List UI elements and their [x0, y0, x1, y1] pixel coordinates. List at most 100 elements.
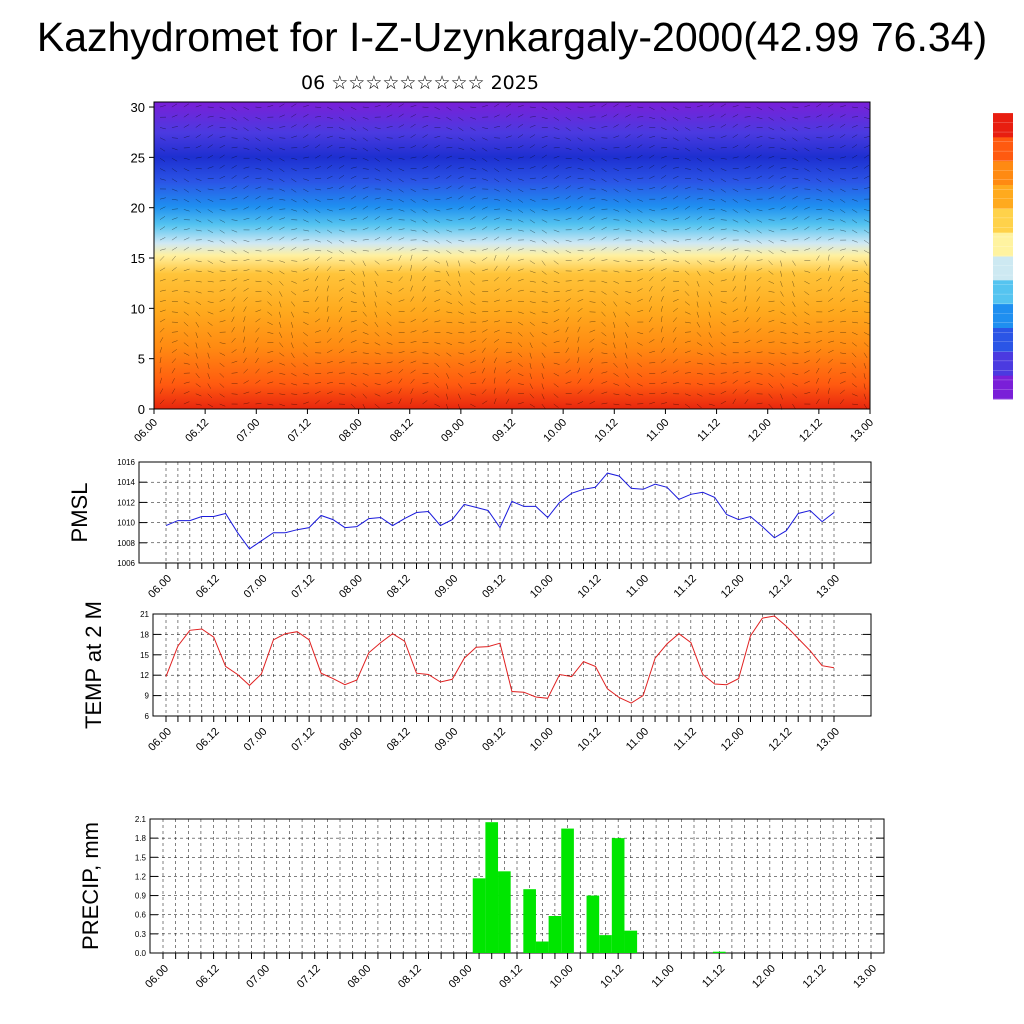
heatmap-xtick-label: 10.00: [541, 417, 569, 445]
pmsl-xtick-label: 11.12: [672, 573, 699, 600]
precip-xtick-label: 08.12: [396, 963, 424, 991]
precip-xtick-label: 11.12: [700, 963, 727, 990]
colorbar-segment: [993, 113, 1013, 138]
temp-ytick-label: 21: [140, 610, 149, 619]
pmsl-xtick-label: 10.00: [528, 573, 556, 601]
temp-xtick-label: 13.00: [814, 726, 842, 754]
pmsl-series-line: [165, 472, 835, 550]
precip-ytick-label: 0.6: [135, 911, 147, 920]
colorbar-segment: [993, 327, 1013, 352]
precip-ylabel: PRECIP, mm: [78, 822, 103, 950]
precip-xtick-label: 11.00: [649, 963, 676, 990]
temp-xtick-label: 08.12: [385, 726, 413, 754]
precip-panel: 0.0 0.3 0.6 0.9 1.2 1.5 1.8 2.1 06.00 06.12 07.00 0…: [78, 815, 885, 991]
heatmap-ytick-label: 15: [131, 251, 145, 266]
colorbar-segment: [993, 256, 1013, 281]
chart-subtitle: 06 ☆☆☆☆☆☆☆☆☆ 2025: [301, 72, 539, 94]
heatmap-xtick-label: 07.00: [234, 417, 262, 445]
heatmap-xtick-label: 08.00: [337, 417, 365, 445]
colorbar-segment: [993, 303, 1013, 328]
precip-xtick-label: 06.00: [143, 963, 171, 991]
heatmap-xtick-label: 06.12: [183, 417, 211, 445]
precip-bar: [523, 889, 536, 953]
chart-title: Kazhydromet for I-Z-Uzynkargaly-2000(42.…: [36, 14, 988, 60]
pmsl-ytick-label: 1016: [117, 458, 135, 467]
pmsl-xtick-label: 07.00: [242, 573, 270, 601]
pmsl-xtick-label: 13.00: [814, 573, 842, 601]
heatmap-xtick-label: 12.12: [797, 417, 825, 445]
precip-bar: [599, 935, 612, 953]
pmsl-ytick-label: 1010: [117, 519, 135, 528]
temp-ytick-label: 15: [140, 651, 149, 660]
pmsl-panel: 1006 1008 1010 1012 1014 1016 06.00 06.12 07.00 0…: [67, 458, 872, 601]
heatmap-field: [154, 102, 870, 409]
temp-ytick-label: 6: [145, 712, 150, 721]
temp-xtick-label: 09.12: [480, 726, 508, 754]
temp-xtick-label: 11.12: [672, 726, 699, 753]
colorbar-segment: [993, 184, 1013, 209]
pmsl-xtick-label: 12.12: [766, 573, 794, 601]
heatmap-xtick-label: 13.00: [848, 417, 876, 445]
heatmap-xtick-label: 08.12: [388, 417, 416, 445]
pmsl-xtick-label: 12.00: [719, 573, 747, 601]
colorbar-segment: [993, 375, 1013, 400]
pmsl-xtick-label: 11.00: [624, 573, 651, 600]
temp-xtick-label: 06.12: [194, 726, 222, 754]
pmsl-xtick-label: 09.00: [432, 573, 460, 601]
precip-xtick-label: 07.12: [295, 963, 323, 991]
heatmap-xtick-label: 06.00: [132, 417, 160, 445]
heatmap-ytick-label: 0: [138, 402, 145, 417]
precip-bar: [624, 930, 638, 953]
precip-xtick-label: 12.00: [750, 963, 778, 991]
colorbar-segment: [993, 279, 1013, 305]
pmsl-ytick-label: 1008: [117, 539, 135, 548]
precip-bar: [611, 838, 625, 953]
temp-ylabel: TEMP at 2 M: [81, 601, 106, 729]
pmsl-xtick-label: 08.00: [337, 573, 365, 601]
temp-xtick-label: 12.12: [766, 726, 794, 754]
precip-bar: [561, 828, 574, 953]
pmsl-xtick-label: 10.12: [576, 573, 604, 601]
precip-bar: [586, 895, 600, 953]
temp-xtick-label: 06.00: [146, 726, 174, 754]
precip-bar: [485, 822, 499, 953]
temp-xtick-label: 09.00: [432, 726, 460, 754]
pmsl-xtick-label: 06.00: [146, 573, 174, 601]
temp-xtick-label: 10.00: [528, 726, 556, 754]
precip-xtick-label: 08.00: [345, 963, 373, 991]
precip-bar: [472, 878, 486, 953]
precip-xtick-label: 09.12: [497, 963, 525, 991]
pmsl-ylabel: PMSL: [67, 483, 92, 543]
heatmap-ytick-label: 5: [138, 352, 145, 367]
pmsl-ytick-label: 1014: [117, 478, 135, 487]
colorbar-segment: [993, 232, 1013, 257]
precip-ytick-label: 1.2: [135, 872, 147, 881]
precip-bar: [498, 871, 511, 953]
temp-ytick-label: 18: [140, 630, 149, 639]
precip-bar: [535, 941, 549, 953]
temp-ytick-label: 9: [145, 692, 150, 701]
precip-ytick-label: 1.5: [135, 853, 147, 862]
temp-series-line: [165, 615, 835, 704]
temp-xtick-label: 10.12: [576, 726, 604, 754]
heatmap-ytick-label: 10: [131, 301, 145, 316]
heatmap-xtick-label: 10.12: [592, 417, 620, 445]
precip-xtick-label: 06.12: [194, 963, 222, 991]
heatmap-xtick-label: 12.00: [746, 417, 774, 445]
colorbar-segment: [993, 160, 1013, 185]
pmsl-ytick-label: 1012: [117, 498, 135, 507]
precip-xtick-label: 13.00: [851, 963, 879, 991]
wind-vectors: [159, 103, 871, 410]
temp-xtick-label: 08.00: [337, 726, 365, 754]
heatmap-ytick-label: 30: [131, 100, 145, 115]
precip-ytick-label: 0.9: [135, 892, 147, 901]
precip-ytick-label: 1.8: [135, 834, 147, 843]
heatmap-ytick-label: 20: [131, 201, 145, 216]
precip-xtick-label: 07.00: [244, 963, 272, 991]
precip-bar: [548, 915, 562, 953]
temp-panel: 6 9 12 15 18 21 06.00 06.12 07.00 07.12 08.00 08.12…: [81, 601, 872, 754]
colorbar-segment: [993, 136, 1013, 162]
pmsl-ytick-label: 1006: [117, 559, 135, 568]
pmsl-xtick-label: 06.12: [194, 573, 222, 601]
temp-ytick-label: 12: [140, 671, 149, 680]
